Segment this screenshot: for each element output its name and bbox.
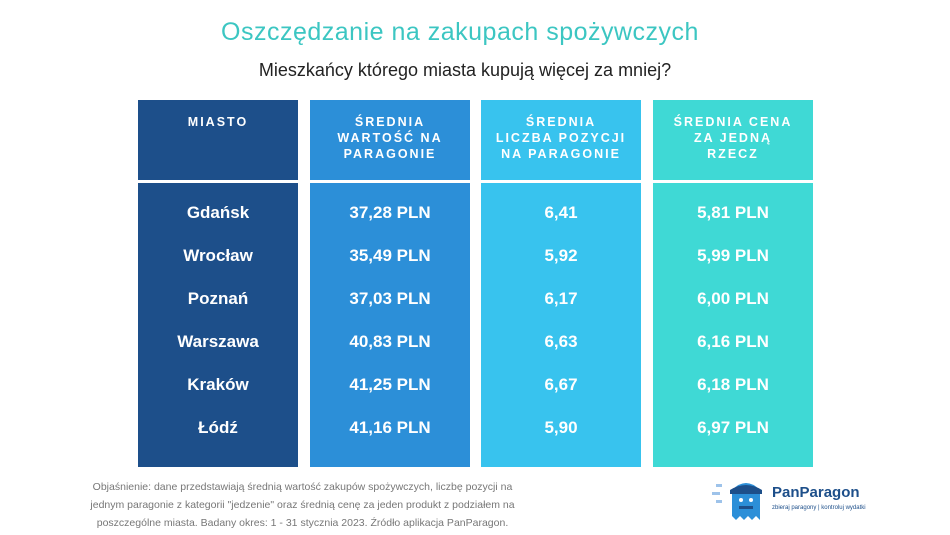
table-cell: 6,97 PLN xyxy=(697,417,769,437)
table-cell: 5,90 xyxy=(544,417,578,437)
column: ŚREDNIA LICZBA POZYCJI NA PARAGONIE 6,41 5… xyxy=(481,100,641,467)
table-cell: 6,67 xyxy=(544,374,578,394)
table-cell: 6,63 xyxy=(544,331,578,351)
separator xyxy=(653,180,813,183)
logo-name: PanParagon xyxy=(772,484,860,501)
column-body: 5,81 PLN 5,99 PLN 6,00 PLN 6,16 PLN 6,18 PLN… xyxy=(653,183,813,449)
table-cell: 5,99 PLN xyxy=(697,245,769,265)
footnote: Objaśnienie: dane przedstawiają średnią … xyxy=(90,481,515,529)
table-cell: Warszawa xyxy=(177,331,259,351)
column-header: ŚREDNIA CENA ZA JEDNĄ RZECZ xyxy=(673,115,793,161)
title: Oszczędzanie na zakupach spożywczych xyxy=(221,18,699,46)
table-cell: Gdańsk xyxy=(186,202,250,222)
column: ŚREDNIA CENA ZA JEDNĄ RZECZ 5,81 PLN 5,99 … xyxy=(653,100,813,467)
table-cell: 6,16 PLN xyxy=(697,331,769,351)
table-cell: Wrocław xyxy=(183,245,253,265)
table-cell: Kraków xyxy=(187,374,249,394)
subtitle: Mieszkańcy którego miasta kupują więcej … xyxy=(258,60,672,80)
separator xyxy=(310,180,470,183)
table-cell: Łódź xyxy=(198,417,238,437)
column: ŚREDNIA WARTOŚĆ NA PARAGONIE 37,28 PLN 35,… xyxy=(310,100,470,467)
table-cell: 6,00 PLN xyxy=(697,288,769,308)
separator xyxy=(138,180,298,183)
table-cell: 6,18 PLN xyxy=(697,374,769,394)
table-cell: 5,81 PLN xyxy=(697,202,769,222)
table-cell: 5,92 xyxy=(544,245,578,265)
table-cell: 41,16 PLN xyxy=(349,417,431,437)
separator xyxy=(481,180,641,183)
column-body: 37,28 PLN 35,49 PLN 37,03 PLN 40,83 PLN 41,2… xyxy=(310,183,470,449)
table-cell: 37,28 PLN xyxy=(349,202,431,222)
table-cell: 41,25 PLN xyxy=(349,374,431,394)
table-cell: 35,49 PLN xyxy=(349,245,431,265)
table-cell: 6,41 xyxy=(544,202,578,222)
table-cell: 37,03 PLN xyxy=(349,288,431,308)
table-cell: 40,83 PLN xyxy=(349,331,431,351)
column-header: ŚREDNIA LICZBA POZYCJI NA PARAGONIE xyxy=(495,115,627,161)
column: MIASTO Gdańsk Wrocław Poznań Warszawa Kraków Ł… xyxy=(138,100,298,467)
logo-tagline: zbieraj paragony | kontroluj wydatki xyxy=(772,505,866,511)
table-cell: Poznań xyxy=(187,288,249,308)
logo-icon xyxy=(712,483,762,520)
column-body: Gdańsk Wrocław Poznań Warszawa Kraków Łódź xyxy=(138,183,298,449)
column-body: 6,41 5,92 6,17 6,63 6,67 5,90 xyxy=(481,183,641,449)
column-header: MIASTO xyxy=(187,115,249,129)
column-header: ŚREDNIA WARTOŚĆ NA PARAGONIE xyxy=(337,115,443,161)
table-cell: 6,17 xyxy=(544,288,578,308)
